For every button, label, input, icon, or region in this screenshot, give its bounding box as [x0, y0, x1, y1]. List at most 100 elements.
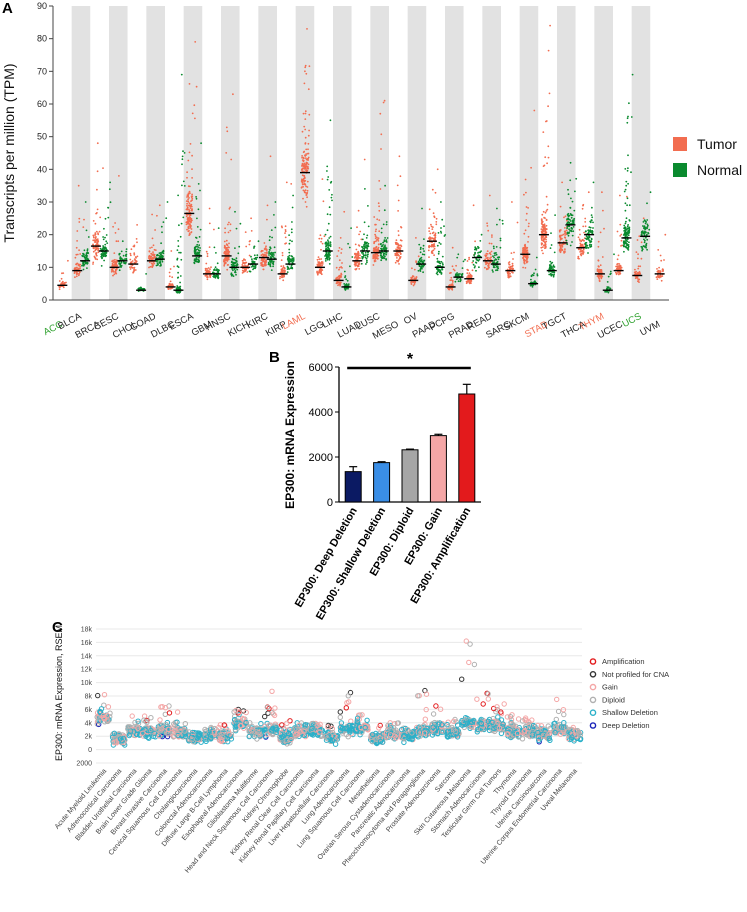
normal-point — [270, 260, 273, 262]
normal-point — [589, 229, 592, 232]
tumor-point — [395, 239, 398, 242]
tumor-point — [263, 253, 266, 256]
tumor-point — [415, 261, 418, 264]
tumor-point — [78, 273, 81, 275]
normal-point — [382, 244, 384, 246]
normal-point — [161, 251, 164, 254]
normal-point — [109, 201, 112, 204]
normal-point — [441, 262, 444, 264]
tumor-point — [396, 257, 398, 259]
tumor-point — [596, 275, 599, 277]
tumor-point — [637, 253, 639, 256]
tumor-point — [307, 163, 310, 166]
tumor-point — [92, 247, 95, 250]
normal-point — [627, 230, 630, 233]
normal-point — [566, 243, 569, 246]
tumor-point — [77, 274, 80, 277]
tumor-point — [581, 239, 584, 242]
normal-point — [568, 214, 570, 217]
tumor-point — [450, 287, 453, 290]
normal-point — [347, 287, 349, 290]
tumor-point — [205, 269, 207, 271]
tumor-point — [262, 268, 265, 271]
normal-point — [288, 268, 290, 270]
normal-point — [271, 262, 274, 264]
tumor-point — [431, 188, 434, 191]
y-tick-label: 4k — [85, 720, 93, 727]
tumor-point — [282, 265, 285, 267]
tumor-point — [397, 230, 400, 232]
tumor-point — [428, 227, 430, 230]
normal-point — [180, 258, 183, 261]
normal-point — [159, 252, 162, 254]
normal-point — [177, 245, 180, 248]
normal-point — [626, 243, 629, 246]
tumor-point — [208, 207, 211, 210]
normal-point — [86, 249, 89, 252]
tumor-point — [93, 256, 96, 259]
tumor-point — [485, 261, 488, 264]
tumor-point — [522, 257, 524, 259]
tumor-point — [321, 178, 324, 181]
normal-point — [329, 213, 332, 216]
normal-point — [194, 246, 197, 249]
tumor-point — [152, 257, 155, 260]
tumor-point — [265, 259, 267, 262]
tumor-point — [488, 194, 491, 197]
tumor-point — [382, 101, 385, 104]
legend-swatch — [673, 163, 687, 177]
tumor-point — [306, 152, 309, 155]
y-tick-label: 18k — [81, 627, 93, 634]
tumor-point — [266, 252, 268, 255]
normal-point — [548, 273, 551, 276]
normal-point — [179, 275, 182, 277]
tumor-point — [302, 112, 305, 115]
tumor-point — [582, 204, 584, 207]
normal-point — [156, 254, 159, 256]
normal-point — [324, 258, 327, 260]
normal-point — [269, 256, 272, 259]
tumor-point — [151, 265, 154, 268]
tumor-point — [96, 238, 99, 241]
tumor-point — [225, 258, 228, 261]
tumor-point — [187, 198, 190, 201]
normal-point — [475, 261, 477, 264]
tumor-point — [564, 248, 566, 251]
tumor-point — [662, 270, 664, 273]
tumor-point — [512, 258, 514, 260]
normal-point — [438, 250, 440, 253]
tumor-point — [248, 254, 251, 257]
tumor-point — [228, 207, 231, 210]
normal-point — [417, 260, 420, 263]
background-stripe — [594, 6, 613, 300]
tumor-point — [58, 286, 61, 289]
tumor-point — [193, 104, 196, 107]
normal-point — [587, 252, 589, 254]
tumor-point — [354, 268, 357, 271]
tumor-point — [379, 112, 382, 115]
tumor-point — [79, 267, 81, 270]
tumor-point — [547, 145, 550, 148]
normal-point — [382, 247, 385, 250]
tumor-point — [559, 235, 562, 237]
normal-point — [641, 247, 644, 250]
tumor-point — [485, 257, 488, 259]
tumor-point — [399, 175, 402, 178]
tumor-point — [226, 264, 229, 266]
normal-point — [273, 214, 275, 216]
tumor-point — [433, 247, 436, 250]
tumor-point — [656, 278, 659, 280]
tumor-point — [601, 191, 603, 194]
normal-point — [532, 274, 535, 277]
tumor-point — [656, 268, 658, 270]
tumor-point — [266, 218, 268, 221]
tumor-point — [92, 263, 94, 265]
normal-point — [274, 251, 276, 254]
tumor-point — [397, 199, 400, 202]
normal-point — [329, 245, 332, 248]
normal-point — [645, 242, 648, 245]
tumor-point — [374, 235, 377, 238]
tumor-point — [110, 270, 113, 273]
normal-point — [441, 255, 444, 258]
tumor-point — [189, 226, 192, 228]
